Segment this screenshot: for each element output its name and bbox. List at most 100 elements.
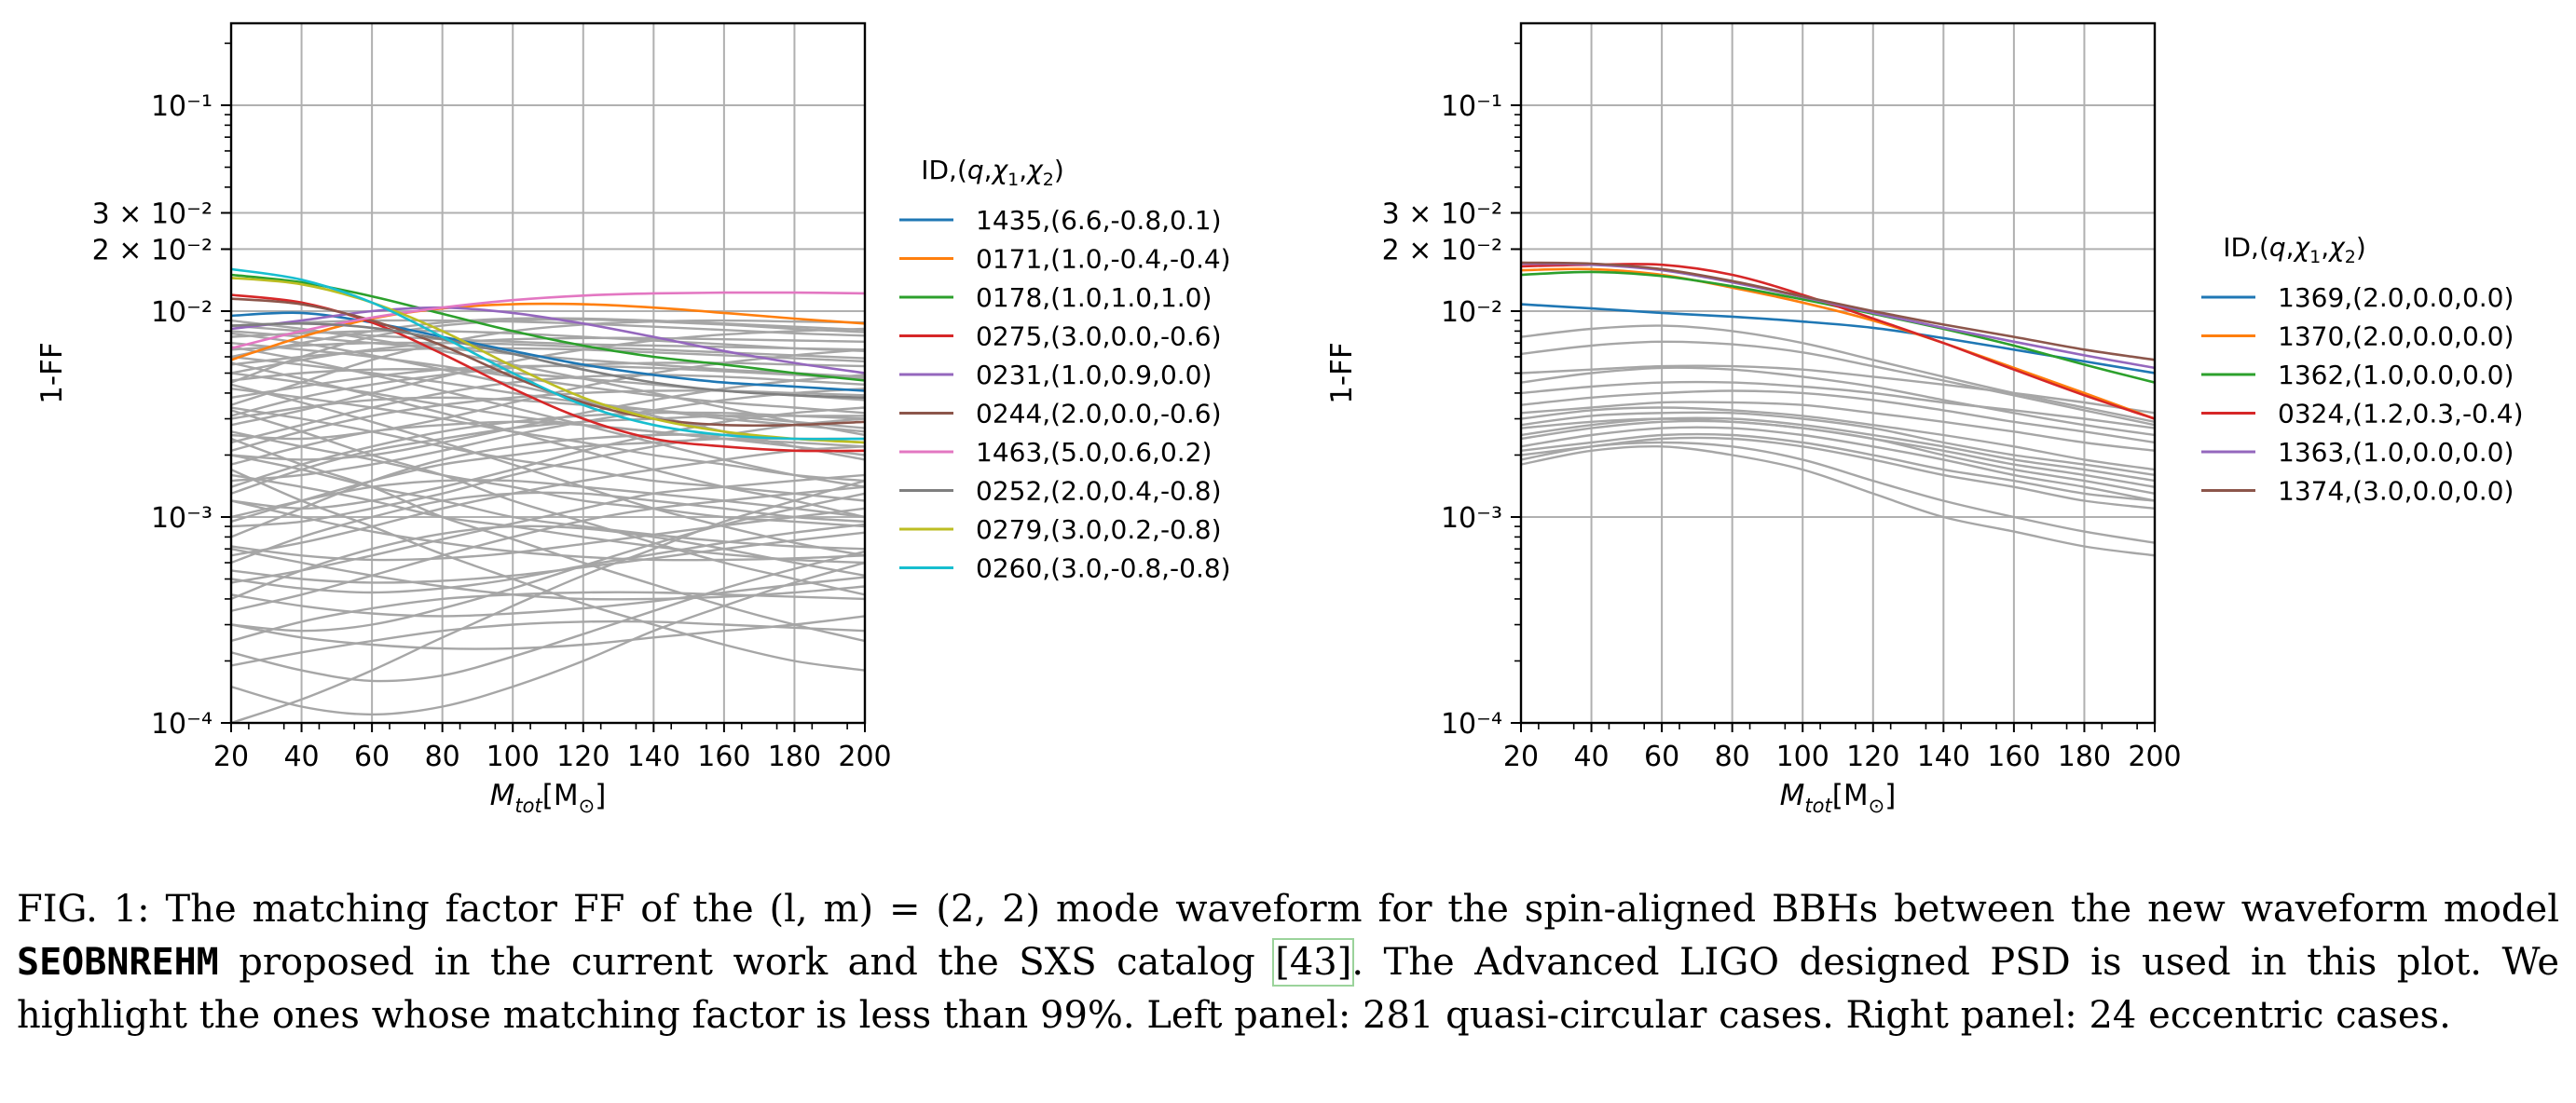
background-series-line [231,341,865,360]
right-panel: 20 40 60 80 100 120 140 160 180 200 10⁻¹ 3 × 10⁻²2 … [1325,21,2524,817]
figure-caption: FIG. 1: The matching factor FF of the (l… [17,883,2559,1042]
background-series-line [231,318,865,384]
background-series-line [231,550,865,683]
x-tick-label: 100 [486,741,540,773]
citation-link[interactable]: [43] [1272,938,1355,987]
x-tick-label: 180 [2058,741,2111,773]
legend-entry: 1363,(1.0,0.0,0.0) [2278,437,2514,468]
y-ticks [221,103,231,724]
y-tick-label: 2 × 10⁻² [92,234,212,266]
background-series-line [1521,432,2155,502]
background-series-line [231,473,865,584]
series-line [1521,263,2155,420]
background-series-line [1521,416,2155,483]
x-tick-label: 200 [2128,741,2181,773]
background-series-line [1521,419,2155,495]
y-tick-label: 10⁻⁴ [151,708,212,741]
background-series-line [231,576,865,618]
background-series-line [231,319,865,406]
x-tick-label: 160 [1987,741,2040,773]
background-series-line [1521,340,2155,427]
legend-entry: 0260,(3.0,-0.8,-0.8) [976,553,1231,584]
background-series-line [231,561,865,716]
y-tick-label: 10⁻² [151,296,212,329]
background-series-line [231,445,865,557]
background-series-line [231,406,865,510]
legend-title: ID,(q,χ1,χ2) [921,155,1064,190]
x-tick-label: 180 [768,741,821,773]
background-series-line [231,492,865,633]
x-ticks [1520,723,2156,732]
series-line [231,302,865,361]
background-series-line [1521,426,2155,502]
legend-entry: 0178,(1.0,1.0,1.0) [976,282,1212,313]
background-series-line [231,417,865,528]
background-series-line [1521,366,2155,437]
background-series-line [231,420,865,466]
x-tick-label: 120 [556,741,610,773]
x-tick-label: 40 [283,741,319,773]
background-series-line [1521,324,2155,423]
series-line [231,267,865,441]
caption-model-name: SEOBNREHM [17,941,219,984]
x-tick-label: 100 [1776,741,1829,773]
background-series-line [231,499,865,562]
legend-entry: 0252,(2.0,0.4,-0.8) [976,476,1222,507]
background-series-line [231,414,865,495]
caption-tail: . The Advanced LIGO designed PSD is used… [17,941,2559,1037]
x-tick-label: 80 [1715,741,1750,773]
background-series-line [1521,364,2155,415]
y-tick-label: 10⁻² [1441,296,1502,329]
background-series-line [231,388,865,483]
axes-frame [229,21,867,725]
background-series-line [231,591,865,643]
x-tick-label: 160 [697,741,750,773]
background-series-line [1521,389,2155,444]
background-series-line [231,469,865,672]
background-series-line [1521,444,2155,557]
y-tick-label: 10⁻³ [1441,502,1502,535]
background-series-line [231,406,865,502]
caption-mid: proposed in the current work and the SXS… [218,941,1276,984]
x-axis-label: Mtot[M⊙] [490,779,607,817]
legend-entry: 1374,(3.0,0.0,0.0) [2278,476,2514,507]
y-tick-label: 10⁻³ [151,502,212,535]
legend-entry: 0171,(1.0,-0.4,-0.4) [976,244,1231,275]
x-tick-label: 60 [354,741,390,773]
caption-lead: FIG. 1: The matching factor FF of the (l… [17,888,2559,931]
legend-title: ID,(q,χ1,χ2) [2223,232,2366,267]
y-tick-label: 3 × 10⁻² [1382,198,1502,231]
background-series-line [231,507,865,562]
background-series-line [231,473,865,565]
series-line [231,306,865,374]
series-line [1521,303,2155,374]
legend-entry: 1435,(6.6,-0.8,0.1) [976,205,1222,236]
legend: ID,(q,χ1,χ2) 1369,(2.0,0.0,0.0) 1370,(2.0,… [2201,232,2524,507]
y-tick-label: 10⁻⁴ [1441,708,1502,741]
x-tick-label: 20 [1503,741,1539,773]
background-series-line [1521,436,2155,510]
y-tick-label: 10⁻¹ [151,90,212,123]
series-line [1521,267,2155,420]
legend-entry: 0244,(2.0,0.0,-0.6) [976,399,1222,429]
legend-entry: 0275,(3.0,0.0,-0.6) [976,321,1222,352]
x-tick-label: 200 [838,741,891,773]
background-series-line [231,409,865,596]
background-series-line [231,485,865,612]
background-series-line [1521,401,2155,452]
x-ticks [230,723,866,732]
y-tick-label: 2 × 10⁻² [1382,234,1502,266]
legend-entry: 0231,(1.0,0.9,0.0) [976,360,1212,390]
legend-entry: 0279,(3.0,0.2,-0.8) [976,514,1222,545]
background-series-line [231,389,865,452]
legend-entry: 0324,(1.2,0.3,-0.4) [2278,399,2524,429]
background-series-line [231,355,865,433]
background-series-line [231,361,865,519]
x-tick-label: 120 [1846,741,1899,773]
background-series-line [231,531,865,584]
plot-area [231,267,865,723]
legend-entry: 1369,(2.0,0.0,0.0) [2278,282,2514,313]
background-series-line [231,346,865,488]
background-series-line [231,620,865,667]
